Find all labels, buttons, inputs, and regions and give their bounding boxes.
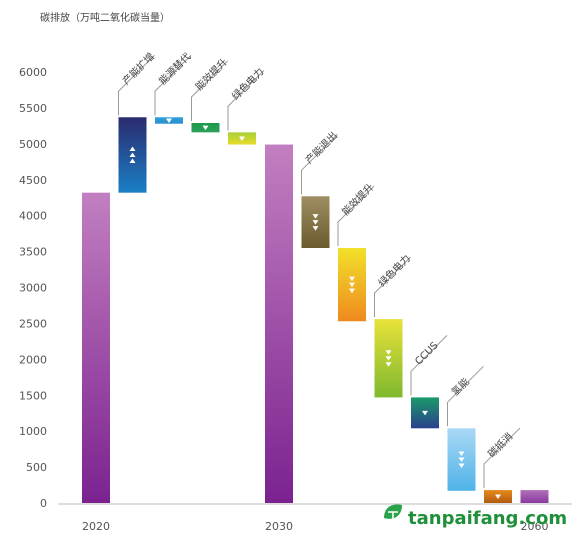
y-tick-label: 4000 (19, 210, 47, 223)
y-tick-label: 5000 (19, 138, 47, 151)
leaf-t-logo-icon (384, 504, 402, 519)
x-tick-label: 2020 (82, 520, 110, 533)
y-tick-label: 3500 (19, 246, 47, 259)
up-arrow-icon (129, 146, 136, 151)
up-arrow-icon (129, 152, 136, 157)
down-arrow-icon (239, 136, 245, 141)
category-label: 碳抵消 (485, 430, 515, 460)
y-axis: 0 500 1000 1500 2000 2500 3000 3500 4000 4500 5000… (19, 66, 47, 510)
y-tick-label: 1500 (19, 389, 47, 402)
y-tick-label: 3000 (19, 282, 47, 295)
down-arrow-icon (385, 356, 392, 361)
down-arrow-icon (312, 214, 319, 219)
bar-group (82, 117, 549, 503)
y-tick-label: 2500 (19, 317, 47, 330)
y-tick-label: 6000 (19, 66, 47, 79)
leader-line (154, 54, 192, 116)
down-arrow-icon (458, 457, 465, 463)
leader-line (337, 185, 375, 246)
category-label: 产能扩增 (119, 50, 156, 87)
y-axis-label: 碳排放（万吨二氧化碳当量） (40, 11, 170, 24)
down-arrow-icon (422, 410, 428, 416)
total-bar (520, 490, 549, 503)
leader-line (483, 427, 521, 489)
down-arrow-icon (458, 463, 465, 469)
leader-line (374, 256, 411, 318)
leader-line (410, 335, 448, 396)
down-arrow-icon (349, 288, 355, 294)
down-arrow-icon (166, 118, 172, 123)
down-arrow-icon (385, 362, 392, 367)
x-axis: 2020 2030 2060 (58, 503, 572, 533)
y-tick-label: 0 (40, 497, 47, 510)
down-arrow-icon (349, 282, 355, 288)
category-label: 能效提升 (192, 56, 229, 93)
down-arrow-icon (458, 451, 465, 457)
category-label: 产能退出 (302, 129, 339, 166)
down-arrow-icon (349, 276, 355, 282)
total-bar (265, 144, 293, 503)
y-tick-label: 500 (26, 461, 47, 474)
category-label: 能源替代 (156, 50, 193, 87)
watermark: tanpaifang.com (384, 504, 567, 529)
category-label: 氢能 (448, 375, 471, 398)
category-label: CCUS (413, 340, 440, 367)
leader-line (191, 60, 228, 122)
leader-line (227, 69, 265, 131)
down-arrow-icon (495, 494, 501, 500)
category-label: 绿色电力 (229, 65, 266, 102)
y-tick-label: 2000 (19, 353, 47, 366)
y-tick-label: 4500 (19, 174, 47, 187)
total-bar (82, 192, 110, 503)
leader-line (447, 365, 484, 427)
down-arrow-icon (385, 350, 392, 355)
category-label: 绿色电力 (375, 252, 412, 289)
leader-line (118, 54, 155, 116)
up-arrow-icon (129, 158, 136, 163)
down-arrow-icon (202, 125, 209, 131)
down-arrow-icon (312, 226, 319, 231)
x-tick-label: 2030 (265, 520, 293, 533)
y-tick-label: 5500 (19, 102, 47, 115)
category-label: 能效提升 (339, 181, 376, 218)
x-tick-label: 2060 (521, 520, 549, 533)
down-arrow-icon (312, 220, 319, 225)
watermark-text: tanpaifang.com (408, 508, 567, 529)
y-tick-label: 1000 (19, 425, 47, 438)
leader-line (301, 133, 338, 195)
